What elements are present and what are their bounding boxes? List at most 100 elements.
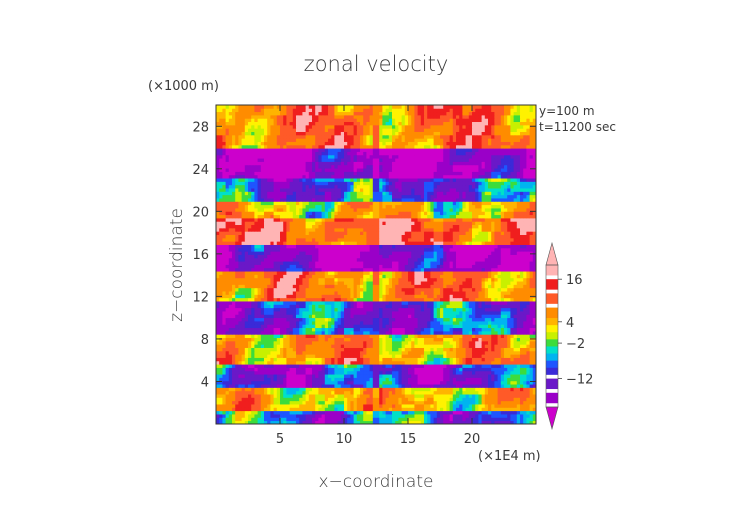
field-cell (417, 264, 422, 269)
field-cell (520, 364, 524, 368)
field-cell (228, 274, 233, 279)
field-cell (494, 301, 498, 305)
field-cell (497, 354, 502, 358)
field-cell (484, 394, 489, 398)
field-cell (324, 284, 329, 289)
field-cell (478, 301, 482, 305)
field-cell (241, 327, 246, 332)
field-cell (504, 350, 508, 355)
field-cell (491, 384, 495, 388)
field-cell (296, 394, 300, 398)
field-cell (532, 387, 536, 392)
field-cell (436, 317, 441, 322)
field-cell (462, 327, 466, 332)
field-cell (392, 384, 396, 388)
field-cell (344, 357, 348, 362)
field-cell (395, 314, 399, 319)
field-cell (356, 297, 361, 302)
field-cell (324, 320, 329, 325)
field-cell (225, 377, 230, 382)
field-cell (299, 337, 303, 342)
field-cell (462, 304, 466, 309)
field-cell (420, 370, 425, 375)
field-cell (260, 281, 265, 285)
velocity-field (216, 105, 536, 424)
field-cell (520, 400, 524, 405)
field-cell (513, 377, 518, 382)
field-cell (478, 410, 482, 415)
field-cell (273, 390, 278, 395)
field-cell (440, 337, 444, 342)
field-cell (305, 301, 310, 305)
field-cell (369, 277, 374, 282)
field-cell (225, 407, 230, 412)
field-cell (347, 407, 351, 412)
field-cell (382, 397, 386, 402)
field-cell (308, 400, 313, 405)
field-cell (267, 294, 271, 299)
field-cell (392, 324, 396, 329)
field-cell (219, 384, 223, 388)
field-cell (334, 304, 338, 309)
field-cell (504, 397, 508, 402)
field-cell (270, 257, 274, 262)
field-cell (363, 301, 367, 305)
field-cell (520, 387, 524, 392)
field-cell (401, 330, 406, 335)
field-cell (372, 277, 377, 282)
field-cell (360, 267, 364, 272)
field-cell (318, 364, 322, 368)
field-cell (436, 357, 441, 362)
field-cell (235, 264, 239, 269)
field-cell (340, 291, 345, 295)
field-cell (430, 271, 434, 275)
field-cell (241, 344, 246, 348)
field-cell (388, 357, 393, 362)
field-cell (420, 267, 425, 272)
field-cell (308, 404, 313, 408)
field-cell (385, 324, 390, 329)
field-cell (516, 297, 521, 302)
field-cell (459, 307, 463, 312)
field-cell (260, 291, 265, 295)
field-cell (334, 291, 338, 295)
field-cell (417, 420, 422, 424)
field-cell (484, 410, 489, 415)
field-cell (372, 264, 377, 269)
field-cell (456, 374, 460, 378)
field-cell (520, 380, 524, 385)
field-cell (344, 397, 348, 402)
field-cell (283, 420, 287, 424)
field-cell (395, 380, 399, 385)
field-cell (408, 407, 412, 412)
field-cell (417, 384, 422, 388)
field-cell (372, 287, 377, 292)
field-cell (497, 407, 502, 412)
field-cell (411, 311, 415, 315)
field-cell (238, 324, 242, 329)
field-cell (523, 347, 527, 352)
field-cell (478, 374, 482, 378)
field-cell (315, 301, 319, 305)
field-cell (232, 337, 236, 342)
field-cell (270, 284, 274, 289)
field-cell (507, 394, 511, 398)
field-cell (299, 374, 303, 378)
field-cell (299, 387, 303, 392)
field-cell (520, 287, 524, 292)
field-cell (440, 294, 444, 299)
field-cell (376, 320, 380, 325)
field-cell (379, 284, 383, 289)
field-cell (360, 390, 364, 395)
field-cell (449, 364, 454, 368)
field-cell (219, 327, 223, 332)
field-cell (315, 357, 319, 362)
field-cell (529, 330, 534, 335)
field-cell (398, 301, 402, 305)
field-cell (446, 357, 450, 362)
field-cell (526, 340, 530, 345)
field-cell (500, 347, 505, 352)
field-cell (241, 420, 246, 424)
field-cell (331, 294, 335, 299)
field-cell (356, 304, 361, 309)
